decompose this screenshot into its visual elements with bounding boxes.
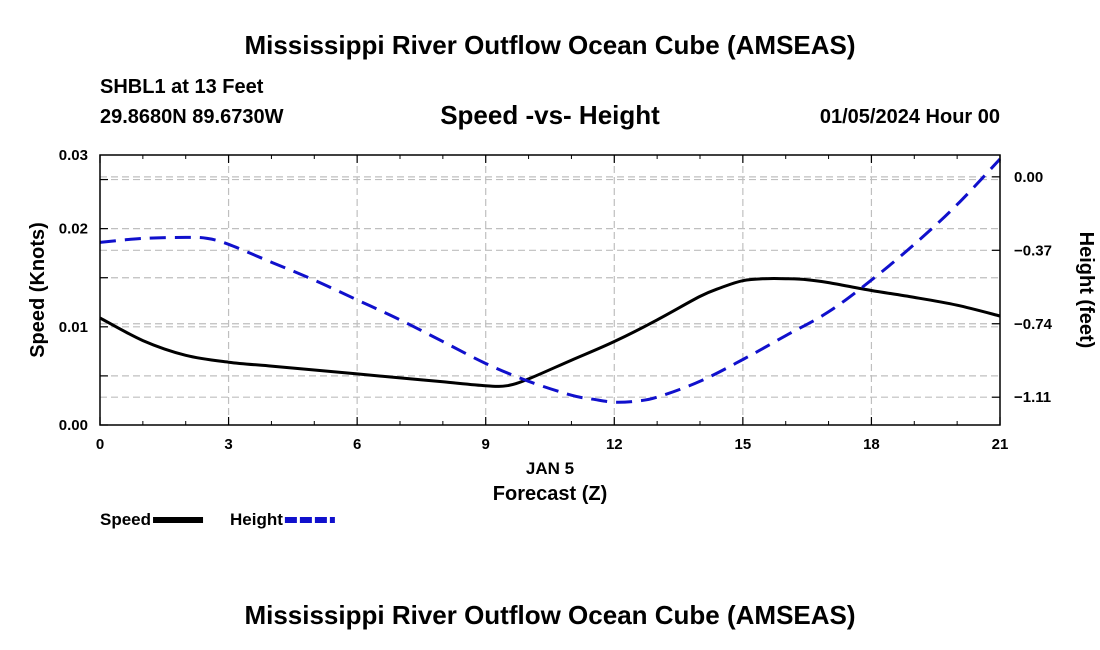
axis-labels: 0 3 6 9 12 15 18 21 0.00 0.01 0.02 0.03 0.00 −0.37 −0.… bbox=[27, 147, 1097, 505]
x-axis-label: Forecast (Z) bbox=[493, 483, 607, 505]
y-left-tick-label: 0.03 bbox=[59, 147, 88, 164]
legend-label-speed: Speed bbox=[100, 510, 151, 529]
station-label: SHBL1 at 13 Feet bbox=[100, 76, 264, 98]
x-tick-label: 12 bbox=[606, 436, 623, 453]
plot-frame bbox=[99, 154, 1001, 426]
y-left-tick-label: 0.02 bbox=[59, 221, 88, 238]
legend: Speed Height bbox=[100, 510, 335, 529]
y-axis-left-label: Speed (Knots) bbox=[27, 222, 49, 358]
x-tick-label: 6 bbox=[353, 436, 361, 453]
y-left-tick-label: 0.00 bbox=[59, 417, 88, 434]
x-tick-label: 0 bbox=[96, 436, 104, 453]
y-right-tick-label: −0.37 bbox=[1014, 242, 1052, 259]
y-right-tick-label: −1.11 bbox=[1014, 389, 1051, 406]
forecast-datetime: 01/05/2024 Hour 00 bbox=[819, 106, 1000, 128]
coordinates-label: 29.8680N 89.6730W bbox=[100, 106, 284, 128]
series-line-height bbox=[99, 157, 1002, 404]
x-tick-label: 21 bbox=[992, 436, 1009, 453]
x-tick-label: 18 bbox=[863, 436, 880, 453]
x-axis-date-label: JAN 5 bbox=[526, 459, 574, 478]
y-right-tick-label: 0.00 bbox=[1014, 169, 1043, 186]
x-tick-label: 3 bbox=[224, 436, 232, 453]
x-tick-label: 9 bbox=[482, 436, 490, 453]
ticks bbox=[99, 155, 1001, 426]
speed-height-chart: 0 3 6 9 12 15 18 21 0.00 0.01 0.02 0.03 0.00 −0.37 −0.… bbox=[27, 147, 1097, 529]
x-tick-label: 15 bbox=[735, 436, 752, 453]
y-left-tick-label: 0.01 bbox=[59, 319, 88, 336]
chart-subtitle: Speed -vs- Height bbox=[440, 100, 660, 130]
footer-title: Mississippi River Outflow Ocean Cube (AM… bbox=[244, 600, 856, 630]
y-right-tick-label: −0.74 bbox=[1014, 316, 1053, 333]
legend-label-height: Height bbox=[230, 510, 283, 529]
series-layer bbox=[99, 157, 1002, 404]
chart-title: Mississippi River Outflow Ocean Cube (AM… bbox=[244, 30, 856, 60]
y-axis-right-label: Height (feet) bbox=[1075, 232, 1097, 349]
grid bbox=[100, 155, 1000, 425]
series-line-speed bbox=[99, 277, 1001, 388]
